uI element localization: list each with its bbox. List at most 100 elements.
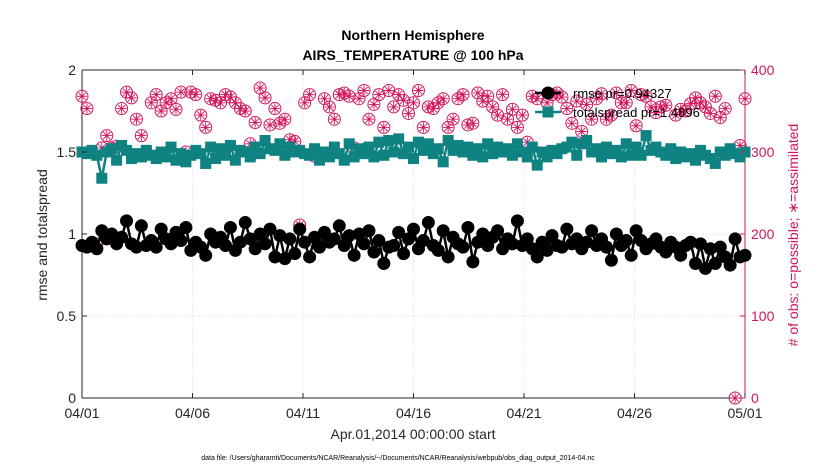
totalspread-point xyxy=(477,151,489,163)
obs-marker-asterisk xyxy=(165,93,177,104)
obs-marker-ring xyxy=(80,102,94,116)
obs-point xyxy=(639,89,653,103)
rmse-point xyxy=(258,237,272,251)
totalspread-point xyxy=(91,149,103,161)
obs-marker-asterisk xyxy=(151,89,162,100)
obs-marker-asterisk xyxy=(403,108,414,119)
totalspread-point xyxy=(309,143,321,155)
obs-point xyxy=(149,88,163,102)
obs-marker-asterisk xyxy=(190,89,201,100)
obs-marker-asterisk xyxy=(240,105,251,117)
obs-marker-asterisk xyxy=(408,97,419,108)
obs-marker-ring xyxy=(134,129,148,143)
x-tick-label: 04/16 xyxy=(396,405,431,421)
obs-marker-ring xyxy=(342,89,356,103)
obs-point xyxy=(278,112,292,126)
obs-point xyxy=(100,129,114,143)
obs-point xyxy=(590,92,604,106)
obs-marker-asterisk xyxy=(660,100,671,111)
obs-marker-asterisk xyxy=(443,122,454,133)
obs-marker-asterisk xyxy=(215,97,226,108)
obs-point xyxy=(580,97,594,111)
obs-marker-asterisk xyxy=(517,110,528,121)
obs-marker-asterisk xyxy=(507,104,518,115)
obs-marker-asterisk xyxy=(640,91,652,102)
obs-marker-asterisk xyxy=(447,114,459,125)
totalspread-point xyxy=(363,141,375,153)
obs-marker-ring xyxy=(585,112,599,126)
totalspread-point xyxy=(210,153,222,165)
obs-marker-ring xyxy=(693,96,707,110)
obs-marker-asterisk xyxy=(378,122,389,133)
obs-point xyxy=(698,100,712,114)
rmse-point xyxy=(238,216,252,230)
obs-marker-asterisk xyxy=(230,97,241,108)
obs-point xyxy=(446,112,460,126)
totalspread-point xyxy=(373,136,385,148)
totalspread-point xyxy=(432,143,444,155)
rmse-point xyxy=(421,216,435,230)
series-layer xyxy=(75,81,752,405)
obs-marker-ring xyxy=(258,91,272,105)
obs-marker-asterisk xyxy=(200,122,211,133)
obs-marker-asterisk xyxy=(250,117,261,128)
obs-point xyxy=(169,102,183,116)
obs-marker-asterisk xyxy=(76,91,88,102)
obs-marker-asterisk xyxy=(566,118,577,129)
rmse-point xyxy=(372,234,386,248)
obs-marker-asterisk xyxy=(344,91,355,102)
obs-point xyxy=(402,106,416,120)
obs-marker-ring xyxy=(560,102,574,116)
obs-point xyxy=(505,102,519,116)
obs-marker-asterisk xyxy=(576,126,587,137)
rmse-point xyxy=(367,245,381,259)
rmse-point xyxy=(392,225,406,239)
obs-point xyxy=(238,104,252,118)
rmse-point xyxy=(134,219,148,233)
obs-marker-ring xyxy=(599,112,613,126)
rmse-point xyxy=(303,250,317,264)
obs-marker-ring xyxy=(214,96,228,110)
totalspread-point xyxy=(200,157,212,169)
totalspread-point xyxy=(526,141,538,153)
obs-marker-asterisk xyxy=(472,87,483,99)
totalspread-point xyxy=(442,135,454,147)
obs-marker-ring xyxy=(416,120,430,134)
obs-marker-ring xyxy=(159,96,173,110)
obs-marker-asterisk xyxy=(512,122,523,133)
obs-point xyxy=(728,391,742,405)
obs-marker-ring xyxy=(604,108,618,122)
obs-marker-asterisk xyxy=(497,89,508,100)
obs-point xyxy=(595,87,609,101)
totalspread-point xyxy=(581,135,593,147)
totalspread-point xyxy=(437,156,449,168)
obs-marker-asterisk xyxy=(428,103,439,114)
obs-marker-ring xyxy=(441,120,455,134)
obs-point xyxy=(718,102,732,116)
obs-marker-asterisk xyxy=(358,85,370,96)
obs-marker-asterisk xyxy=(541,97,553,108)
obs-marker-ring xyxy=(456,88,470,102)
obs-marker-asterisk xyxy=(462,119,474,131)
x-tick-label: 04/06 xyxy=(175,405,210,421)
y-tick-label-right: 300 xyxy=(751,144,775,160)
obs-marker-ring xyxy=(496,88,510,102)
rmse-point xyxy=(624,248,638,262)
obs-marker-asterisk xyxy=(457,89,469,100)
obs-marker-asterisk xyxy=(690,92,701,103)
totalspread-point xyxy=(506,149,518,161)
obs-point xyxy=(194,108,208,122)
obs-point xyxy=(515,108,529,122)
obs-marker-ring xyxy=(639,89,653,103)
obs-marker-ring xyxy=(303,88,317,102)
totalspread-point xyxy=(368,151,380,163)
obs-marker-asterisk xyxy=(635,89,647,100)
obs-marker-ring xyxy=(169,102,183,116)
obs-marker-asterisk xyxy=(631,120,642,131)
obs-marker-asterisk xyxy=(299,97,310,108)
totalspread-point xyxy=(566,136,578,148)
totalspread-point xyxy=(403,141,415,153)
obs-point xyxy=(387,100,401,114)
y-tick-label-right: 0 xyxy=(751,390,759,406)
